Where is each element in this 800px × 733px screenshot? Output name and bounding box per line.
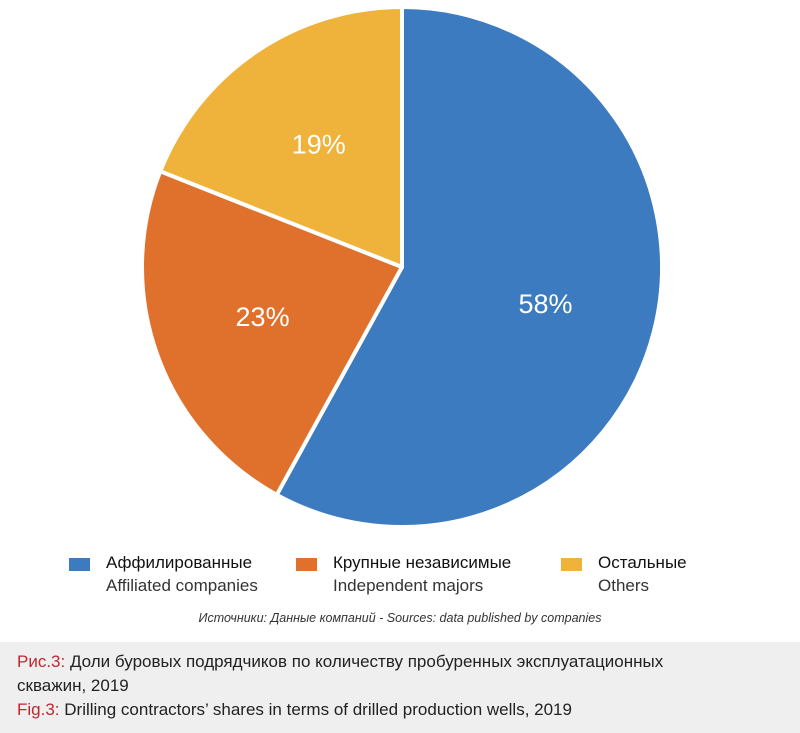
legend-swatch-others xyxy=(561,558,582,571)
caption-ru-line1: Рис.3: Доли буровых подрядчиков по колич… xyxy=(17,652,663,672)
pie-slice-others xyxy=(158,5,404,269)
caption-ru-text: Доли буровых подрядчиков по количеству п… xyxy=(65,652,664,671)
legend-label-ru: Остальные xyxy=(598,553,687,572)
figure-caption: Рис.3: Доли буровых подрядчиков по колич… xyxy=(0,642,800,733)
slice-label-independent: 23% xyxy=(236,302,290,332)
legend-label-ru: Аффилированные xyxy=(106,553,253,572)
pie-slice-independent xyxy=(140,169,404,497)
legend-label-en: Others xyxy=(598,576,650,595)
caption-ru-label: Рис.3: xyxy=(17,652,66,671)
caption-en-label: Fig.3: xyxy=(17,700,60,719)
legend-label-en: Independent majors xyxy=(333,576,484,595)
caption-en-line: Fig.3: Drilling contractors’ shares in t… xyxy=(17,700,572,720)
legend-swatch-independent xyxy=(296,558,317,571)
caption-en-text: Drilling contractors’ shares in terms of… xyxy=(59,700,572,719)
pie-chart: 58% 23% 19% xyxy=(140,5,664,529)
source-note: Источники: Данные компаний - Sources: da… xyxy=(198,611,602,625)
legend-label-en: Affiliated companies xyxy=(106,576,258,595)
slice-label-affiliated: 58% xyxy=(519,289,573,319)
slice-label-others: 19% xyxy=(292,129,346,159)
pie-slice-affiliated xyxy=(274,5,664,529)
caption-ru-line2: скважин, 2019 xyxy=(17,676,129,695)
legend-label-ru: Крупные независимые xyxy=(333,553,512,572)
legend-swatch-affiliated xyxy=(69,558,90,571)
